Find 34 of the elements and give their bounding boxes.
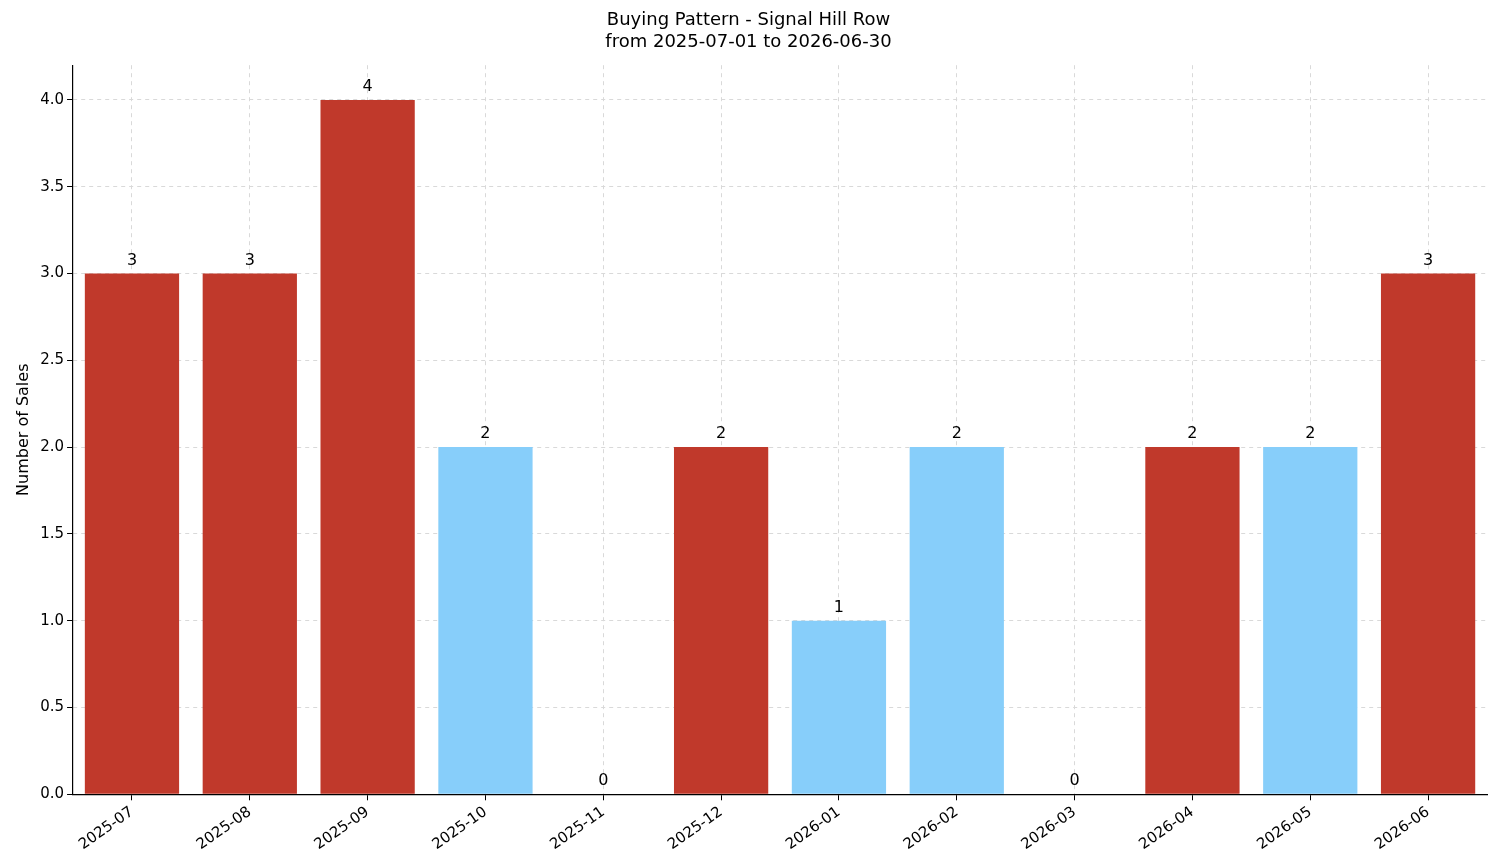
data-label: 2 [1305,423,1316,443]
bar [202,273,297,794]
bar [1263,447,1358,794]
y-tick-label: 1.0 [40,610,65,629]
data-label: 3 [1422,249,1434,269]
bar [909,447,1004,794]
bar [438,447,533,794]
bar [791,620,887,794]
data-label: 4 [362,76,373,96]
bar [320,99,415,794]
chart-title: Buying Pattern - Signal Hill Row [606,8,891,30]
data-label: 2 [480,423,491,443]
y-axis-title: Number of Sales [12,363,32,496]
y-tick-label: 4.0 [40,89,65,108]
data-label: 0 [598,770,609,790]
data-label: 2 [951,423,962,443]
bar [673,447,769,794]
y-tick-label: 2.0 [40,437,65,455]
y-tick-label: 3.5 [40,176,65,195]
bar [1380,273,1476,794]
bar [84,273,180,794]
y-tick-label: 3.0 [40,263,65,282]
y-tick-label: 0.0 [40,784,65,803]
chart-subtitle: from 2025-07-01 to 2026-06-30 [605,30,892,52]
bar [1145,447,1240,794]
data-label: 2 [716,423,727,443]
y-tick-label: 0.5 [40,697,65,716]
data-label: 3 [244,249,255,269]
y-tick-label: 1.5 [40,523,65,542]
y-tick-label: 2.5 [40,350,65,369]
data-label: 3 [126,249,138,269]
data-label: 2 [1187,423,1198,443]
data-label: 1 [833,596,845,616]
data-label: 0 [1069,770,1080,790]
